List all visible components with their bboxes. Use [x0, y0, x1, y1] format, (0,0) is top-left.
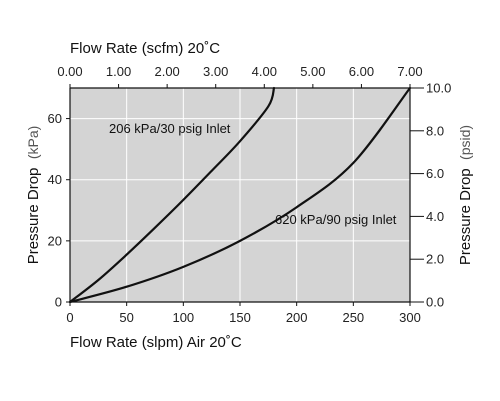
bottom-tick-label: 250 — [342, 310, 364, 325]
top-tick-label: 4.00 — [252, 64, 277, 79]
top-tick-label: 2.00 — [154, 64, 179, 79]
bottom-tick-label: 50 — [119, 310, 133, 325]
bottom-tick-label: 100 — [172, 310, 194, 325]
top-tick-label: 0.00 — [57, 64, 82, 79]
top-tick-label: 5.00 — [300, 64, 325, 79]
left-axis-title: Pressure Drop (kPa) — [25, 126, 42, 265]
right-tick-label: 10.0 — [426, 81, 451, 96]
top-tick-label: 1.00 — [106, 64, 131, 79]
right-tick-label: 2.0 — [426, 252, 444, 267]
left-tick-label: 40 — [48, 172, 62, 187]
left-tick-label: 0 — [55, 295, 62, 310]
bottom-tick-label: 150 — [229, 310, 251, 325]
bottom-tick-label: 300 — [399, 310, 421, 325]
left-axis-title-unit: (kPa) — [25, 126, 41, 159]
top-tick-label: 7.00 — [397, 64, 422, 79]
bottom-axis-title: Flow Rate (slpm) Air 20˚C — [70, 334, 242, 351]
left-tick-label: 20 — [48, 233, 62, 248]
annotation-206kpa: 206 kPa/30 psig Inlet — [109, 121, 231, 136]
top-tick-label: 6.00 — [349, 64, 374, 79]
bottom-tick-label: 0 — [66, 310, 73, 325]
right-tick-label: 6.0 — [426, 166, 444, 181]
right-axis-title-unit: (psid) — [457, 125, 473, 160]
top-tick-label: 3.00 — [203, 64, 228, 79]
axes-layer — [66, 84, 424, 306]
annotation-620kpa: 620 kPa/90 psig Inlet — [275, 212, 397, 227]
left-tick-label: 60 — [48, 111, 62, 126]
right-axis-title-main: Pressure Drop — [457, 168, 474, 265]
series-line-0 — [68, 86, 276, 304]
right-axis-title: Pressure Drop (psid) — [457, 125, 474, 265]
left-axis-title-main: Pressure Drop — [25, 168, 42, 265]
top-axis-title: Flow Rate (scfm) 20˚C — [70, 40, 220, 57]
right-tick-label: 8.0 — [426, 123, 444, 138]
bottom-tick-label: 200 — [286, 310, 308, 325]
series-layer — [68, 86, 412, 304]
right-tick-label: 4.0 — [426, 209, 444, 224]
right-tick-label: 0.0 — [426, 295, 444, 310]
series-line-1 — [68, 86, 412, 304]
